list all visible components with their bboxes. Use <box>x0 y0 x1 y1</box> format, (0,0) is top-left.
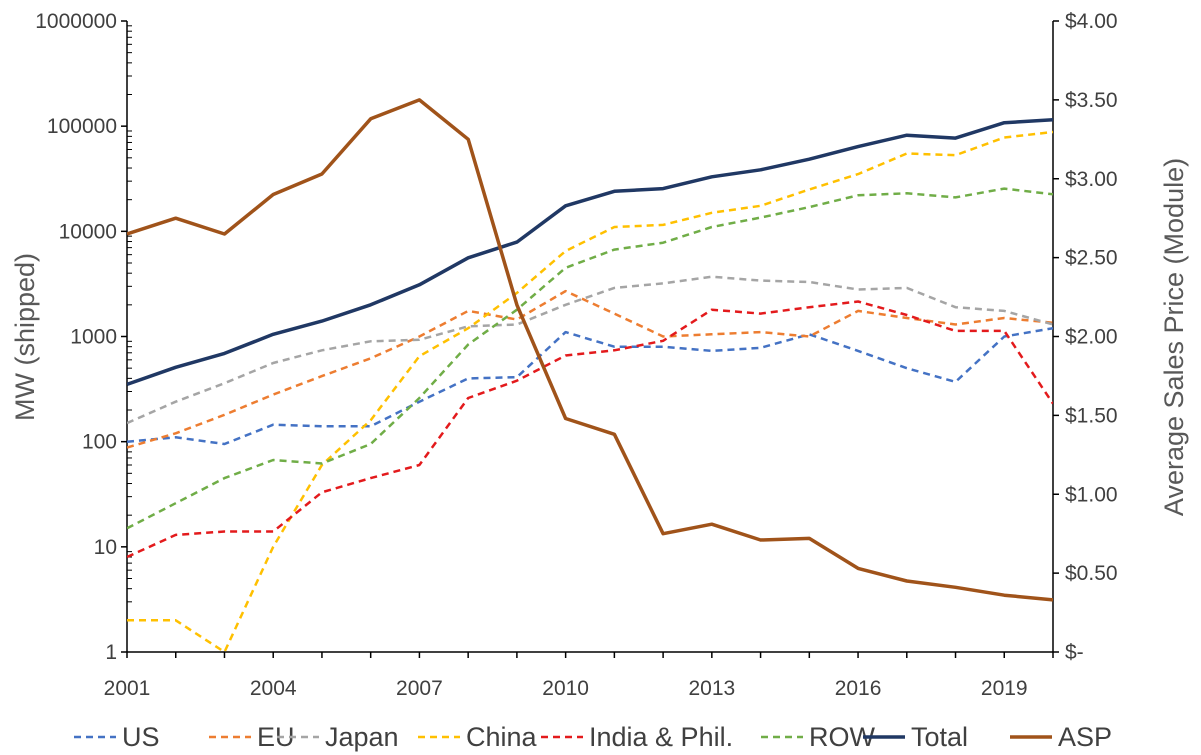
y-tick-label: 100000 <box>47 115 117 138</box>
y2-tick-label: $0.50 <box>1065 562 1118 585</box>
y2-tick-label: $3.00 <box>1065 168 1118 191</box>
y-axis-title: MW (shipped) <box>10 253 40 421</box>
legend-label-us: US <box>122 722 160 752</box>
y2-tick-label: $3.50 <box>1065 89 1118 112</box>
y2-tick-label: $1.00 <box>1065 483 1118 506</box>
series-line-japan <box>127 275 1053 425</box>
series-layer <box>127 98 1053 654</box>
series-line-india-phil <box>127 300 1053 559</box>
legend-label-india-phil: India & Phil. <box>589 722 733 752</box>
y2-tick-label: $2.00 <box>1065 326 1118 349</box>
x-tick-label: 2001 <box>104 677 151 700</box>
x-tick-label: 2013 <box>688 677 735 700</box>
legend: US EU Japan China India & Phil. ROW Total ASP <box>74 722 1112 752</box>
y-tick-label: 1000000 <box>35 10 117 33</box>
y2-tick-label: $1.50 <box>1065 404 1118 427</box>
series-line-total <box>127 118 1053 387</box>
x-tick-label: 2016 <box>835 677 882 700</box>
legend-label-japan: Japan <box>325 722 399 752</box>
y-tick-label: 1000 <box>70 326 117 349</box>
x-tick-label: 2007 <box>396 677 443 700</box>
x-tick-label: 2019 <box>981 677 1028 700</box>
x-tick-label: 2004 <box>250 677 297 700</box>
legend-label-china: China <box>466 722 538 752</box>
legend-label-total: Total <box>911 722 968 752</box>
axes <box>121 20 1059 658</box>
y-tick-label: 10 <box>94 536 117 559</box>
y2-tick-label: $2.50 <box>1065 247 1118 270</box>
y2-tick-label: $4.00 <box>1065 10 1118 33</box>
y-tick-label: 100 <box>82 431 117 454</box>
series-line-asp <box>127 98 1053 602</box>
y-tick-label: 10000 <box>59 220 117 243</box>
legend-label-eu: EU <box>257 722 295 752</box>
y2-axis-title: Average Sales Price (Module) <box>1159 158 1189 516</box>
series-line-us <box>127 326 1053 446</box>
y2-tick-label: $- <box>1065 641 1084 664</box>
series-line-row <box>127 187 1053 530</box>
y-tick-label: 1 <box>105 641 117 664</box>
tick-labels: 1 10 100 1000 10000 100000 1000000 $- $0.50 $1.00… <box>35 10 1117 700</box>
legend-label-asp: ASP <box>1058 722 1112 752</box>
series-line-china <box>127 130 1053 654</box>
x-tick-label: 2010 <box>542 677 589 700</box>
